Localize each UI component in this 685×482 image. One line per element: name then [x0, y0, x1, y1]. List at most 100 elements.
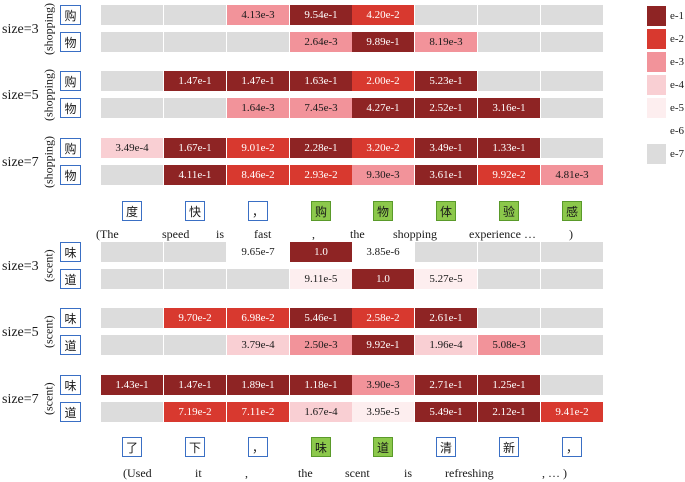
input-token: 验: [499, 201, 519, 221]
heatmap-cell: 1.18e-1: [290, 375, 352, 395]
row-character: 物: [60, 32, 81, 52]
heatmap-cell: [541, 32, 603, 52]
legend-swatch: [647, 75, 666, 95]
legend-swatch: [647, 98, 666, 118]
heatmap-cell: [101, 242, 163, 262]
heatmap-cell: 9.65e-7: [227, 242, 289, 262]
input-token: ，: [248, 437, 268, 457]
english-gloss-word: is: [216, 227, 225, 241]
heatmap-cell: [101, 335, 163, 355]
heatmap-cell: [541, 5, 603, 25]
legend-label: e-1: [670, 10, 685, 22]
row-character: 购: [60, 71, 81, 91]
heatmap-cell: 2.50e-3: [290, 335, 352, 355]
input-token: ，: [248, 201, 268, 221]
heatmap-cell: [101, 71, 163, 91]
heatmap-cell: [415, 242, 477, 262]
legend-swatch: [647, 144, 666, 164]
group-bracket: (shopping): [41, 3, 56, 55]
heatmap-cell: [227, 269, 289, 289]
size-label: size=7: [2, 392, 39, 407]
heatmap-cell: 7.11e-2: [227, 402, 289, 422]
heatmap-cell: 3.85e-6: [352, 242, 414, 262]
heatmap-cell: [164, 98, 226, 118]
input-token: ，: [562, 437, 582, 457]
heatmap-cell: 8.19e-3: [415, 32, 477, 52]
row-character: 道: [60, 269, 81, 289]
heatmap-cell: 9.30e-3: [352, 165, 414, 185]
heatmap-cell: 6.98e-2: [227, 308, 289, 328]
legend-label: e-4: [670, 79, 685, 91]
heatmap-cell: [478, 32, 540, 52]
heatmap-cell: [101, 98, 163, 118]
heatmap-cell: 1.96e-4: [415, 335, 477, 355]
legend-swatch: [647, 29, 666, 49]
legend-label: e-5: [670, 102, 685, 114]
heatmap-cell: 1.0: [290, 242, 352, 262]
heatmap-cell: 4.13e-3: [227, 5, 289, 25]
heatmap-cell: 2.52e-1: [415, 98, 477, 118]
heatmap-cell: 4.81e-3: [541, 165, 603, 185]
heatmap-cell: 3.95e-5: [352, 402, 414, 422]
english-gloss-word: experience …: [469, 227, 536, 241]
input-token: 感: [562, 201, 582, 221]
heatmap-cell: [101, 308, 163, 328]
input-token: 道: [373, 437, 393, 457]
group-bracket: (scent): [41, 382, 56, 416]
english-gloss-word: it: [195, 466, 202, 480]
input-token: 新: [499, 437, 519, 457]
heatmap-cell: 2.00e-2: [352, 71, 414, 91]
input-token: 下: [185, 437, 205, 457]
heatmap-cell: [101, 402, 163, 422]
heatmap-cell: 3.49e-4: [101, 138, 163, 158]
legend-swatch: [647, 52, 666, 72]
heatmap-cell: [541, 138, 603, 158]
heatmap-cell: 2.58e-2: [352, 308, 414, 328]
english-gloss-word: the: [350, 227, 365, 241]
heatmap-cell: 1.25e-1: [478, 375, 540, 395]
heatmap-cell: 9.11e-5: [290, 269, 352, 289]
heatmap-cell: 9.70e-2: [164, 308, 226, 328]
english-gloss-word: refreshing: [445, 466, 494, 480]
group-bracket: (shopping): [41, 136, 56, 188]
group-bracket: (scent): [41, 249, 56, 283]
legend-swatch: [647, 121, 666, 141]
english-gloss-word: , … ): [542, 466, 567, 480]
heatmap-cell: 8.46e-2: [227, 165, 289, 185]
heatmap-cell: 7.45e-3: [290, 98, 352, 118]
group-bracket: (scent): [41, 315, 56, 349]
heatmap-cell: 1.47e-1: [164, 375, 226, 395]
group-bracket: (shopping): [41, 69, 56, 121]
heatmap-cell: [541, 335, 603, 355]
heatmap-cell: 1.64e-3: [227, 98, 289, 118]
heatmap-cell: 5.49e-1: [415, 402, 477, 422]
heatmap-cell: 4.27e-1: [352, 98, 414, 118]
english-gloss-word: ,: [245, 466, 248, 480]
heatmap-cell: 5.23e-1: [415, 71, 477, 91]
heatmap-cell: 5.08e-3: [478, 335, 540, 355]
heatmap-cell: [541, 375, 603, 395]
input-token: 度: [122, 201, 142, 221]
heatmap-cell: [101, 32, 163, 52]
heatmap-cell: 3.90e-3: [352, 375, 414, 395]
row-character: 物: [60, 165, 81, 185]
heatmap-cell: [164, 32, 226, 52]
heatmap-cell: 1.67e-4: [290, 402, 352, 422]
heatmap-cell: [478, 5, 540, 25]
heatmap-cell: [478, 269, 540, 289]
heatmap-cell: 2.64e-3: [290, 32, 352, 52]
input-token: 了: [122, 437, 142, 457]
heatmap-cell: 7.19e-2: [164, 402, 226, 422]
english-gloss-word: the: [298, 466, 313, 480]
input-token: 快: [185, 201, 205, 221]
heatmap-cell: 1.67e-1: [164, 138, 226, 158]
heatmap-cell: [101, 269, 163, 289]
heatmap-cell: [101, 5, 163, 25]
english-gloss-word: speed: [162, 227, 190, 241]
heatmap-cell: 1.0: [352, 269, 414, 289]
heatmap-cell: [164, 242, 226, 262]
english-gloss-word: (The: [96, 227, 119, 241]
heatmap-cell: 9.92e-2: [478, 165, 540, 185]
size-label: size=5: [2, 325, 39, 340]
legend-label: e-6: [670, 125, 685, 137]
